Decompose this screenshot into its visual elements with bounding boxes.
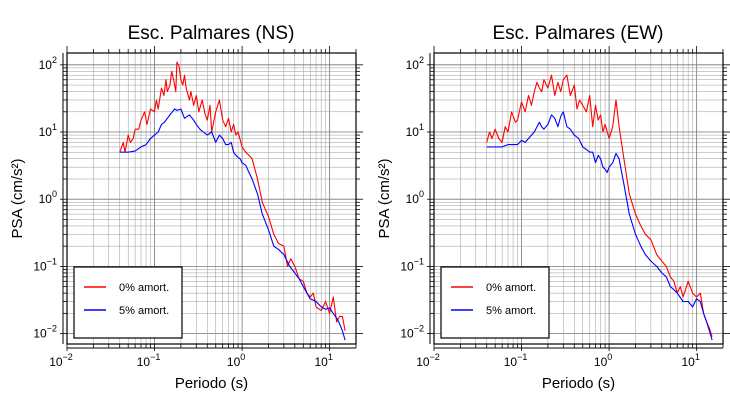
y-tick-label: 100 [39,189,57,206]
y-axis-label: PSA (cm/s²) [9,158,26,238]
legend-label: 0% amort. [486,282,536,294]
series-line-damping-5 [119,108,346,341]
y-tick-label: 101 [39,122,57,139]
plot-frame [66,52,357,345]
x-axis-label: Periodo (s) [175,375,248,392]
y-tick-label: 102 [39,55,57,72]
x-tick-label: 10−1 [137,352,161,369]
series-line-damping-0 [486,74,713,337]
plot-frame [433,52,724,345]
y-tick-label: 102 [406,55,424,72]
plot-area [119,61,346,341]
chart-title: Esc. Palmares (NS) [128,23,295,44]
x-tick-label: 101 [314,352,332,369]
x-axis-label: Periodo (s) [542,375,615,392]
x-tick-label: 10−1 [504,352,528,369]
x-tick-label: 100 [594,352,612,369]
plot-area [486,74,713,341]
legend-box [440,266,550,339]
y-tick-label: 10−1 [33,256,57,273]
y-tick-label: 101 [406,122,424,139]
legend-label: 5% amort. [486,305,536,317]
y-tick-label: 10−1 [400,256,424,273]
legend-label: 0% amort. [119,282,169,294]
y-tick-label: 100 [406,189,424,206]
series-line-damping-0 [119,61,346,331]
chart-ew: 10−2 10−1 100 101 10−2 10−1 100 101 102 Esc. Palm… [376,23,730,392]
y-tick-label: 10−2 [33,324,57,341]
legend: 0% amort. 5% amort. [73,266,183,339]
legend-label: 5% amort. [119,305,169,317]
series-line-damping-5 [486,111,713,341]
legend-box [73,266,183,339]
chart-title: Esc. Palmares (EW) [492,23,663,44]
x-tick-label: 100 [227,352,245,369]
x-tick-label: 10−2 [49,352,73,369]
y-axis-label: PSA (cm/s²) [376,158,393,238]
chart-ns: 10−2 10−1 100 101 10−2 10−1 100 101 102 Esc. Palm… [9,23,363,392]
x-tick-label: 101 [681,352,699,369]
y-tick-label: 10−2 [400,324,424,341]
x-tick-label: 10−2 [416,352,440,369]
legend: 0% amort. 5% amort. [440,266,550,339]
